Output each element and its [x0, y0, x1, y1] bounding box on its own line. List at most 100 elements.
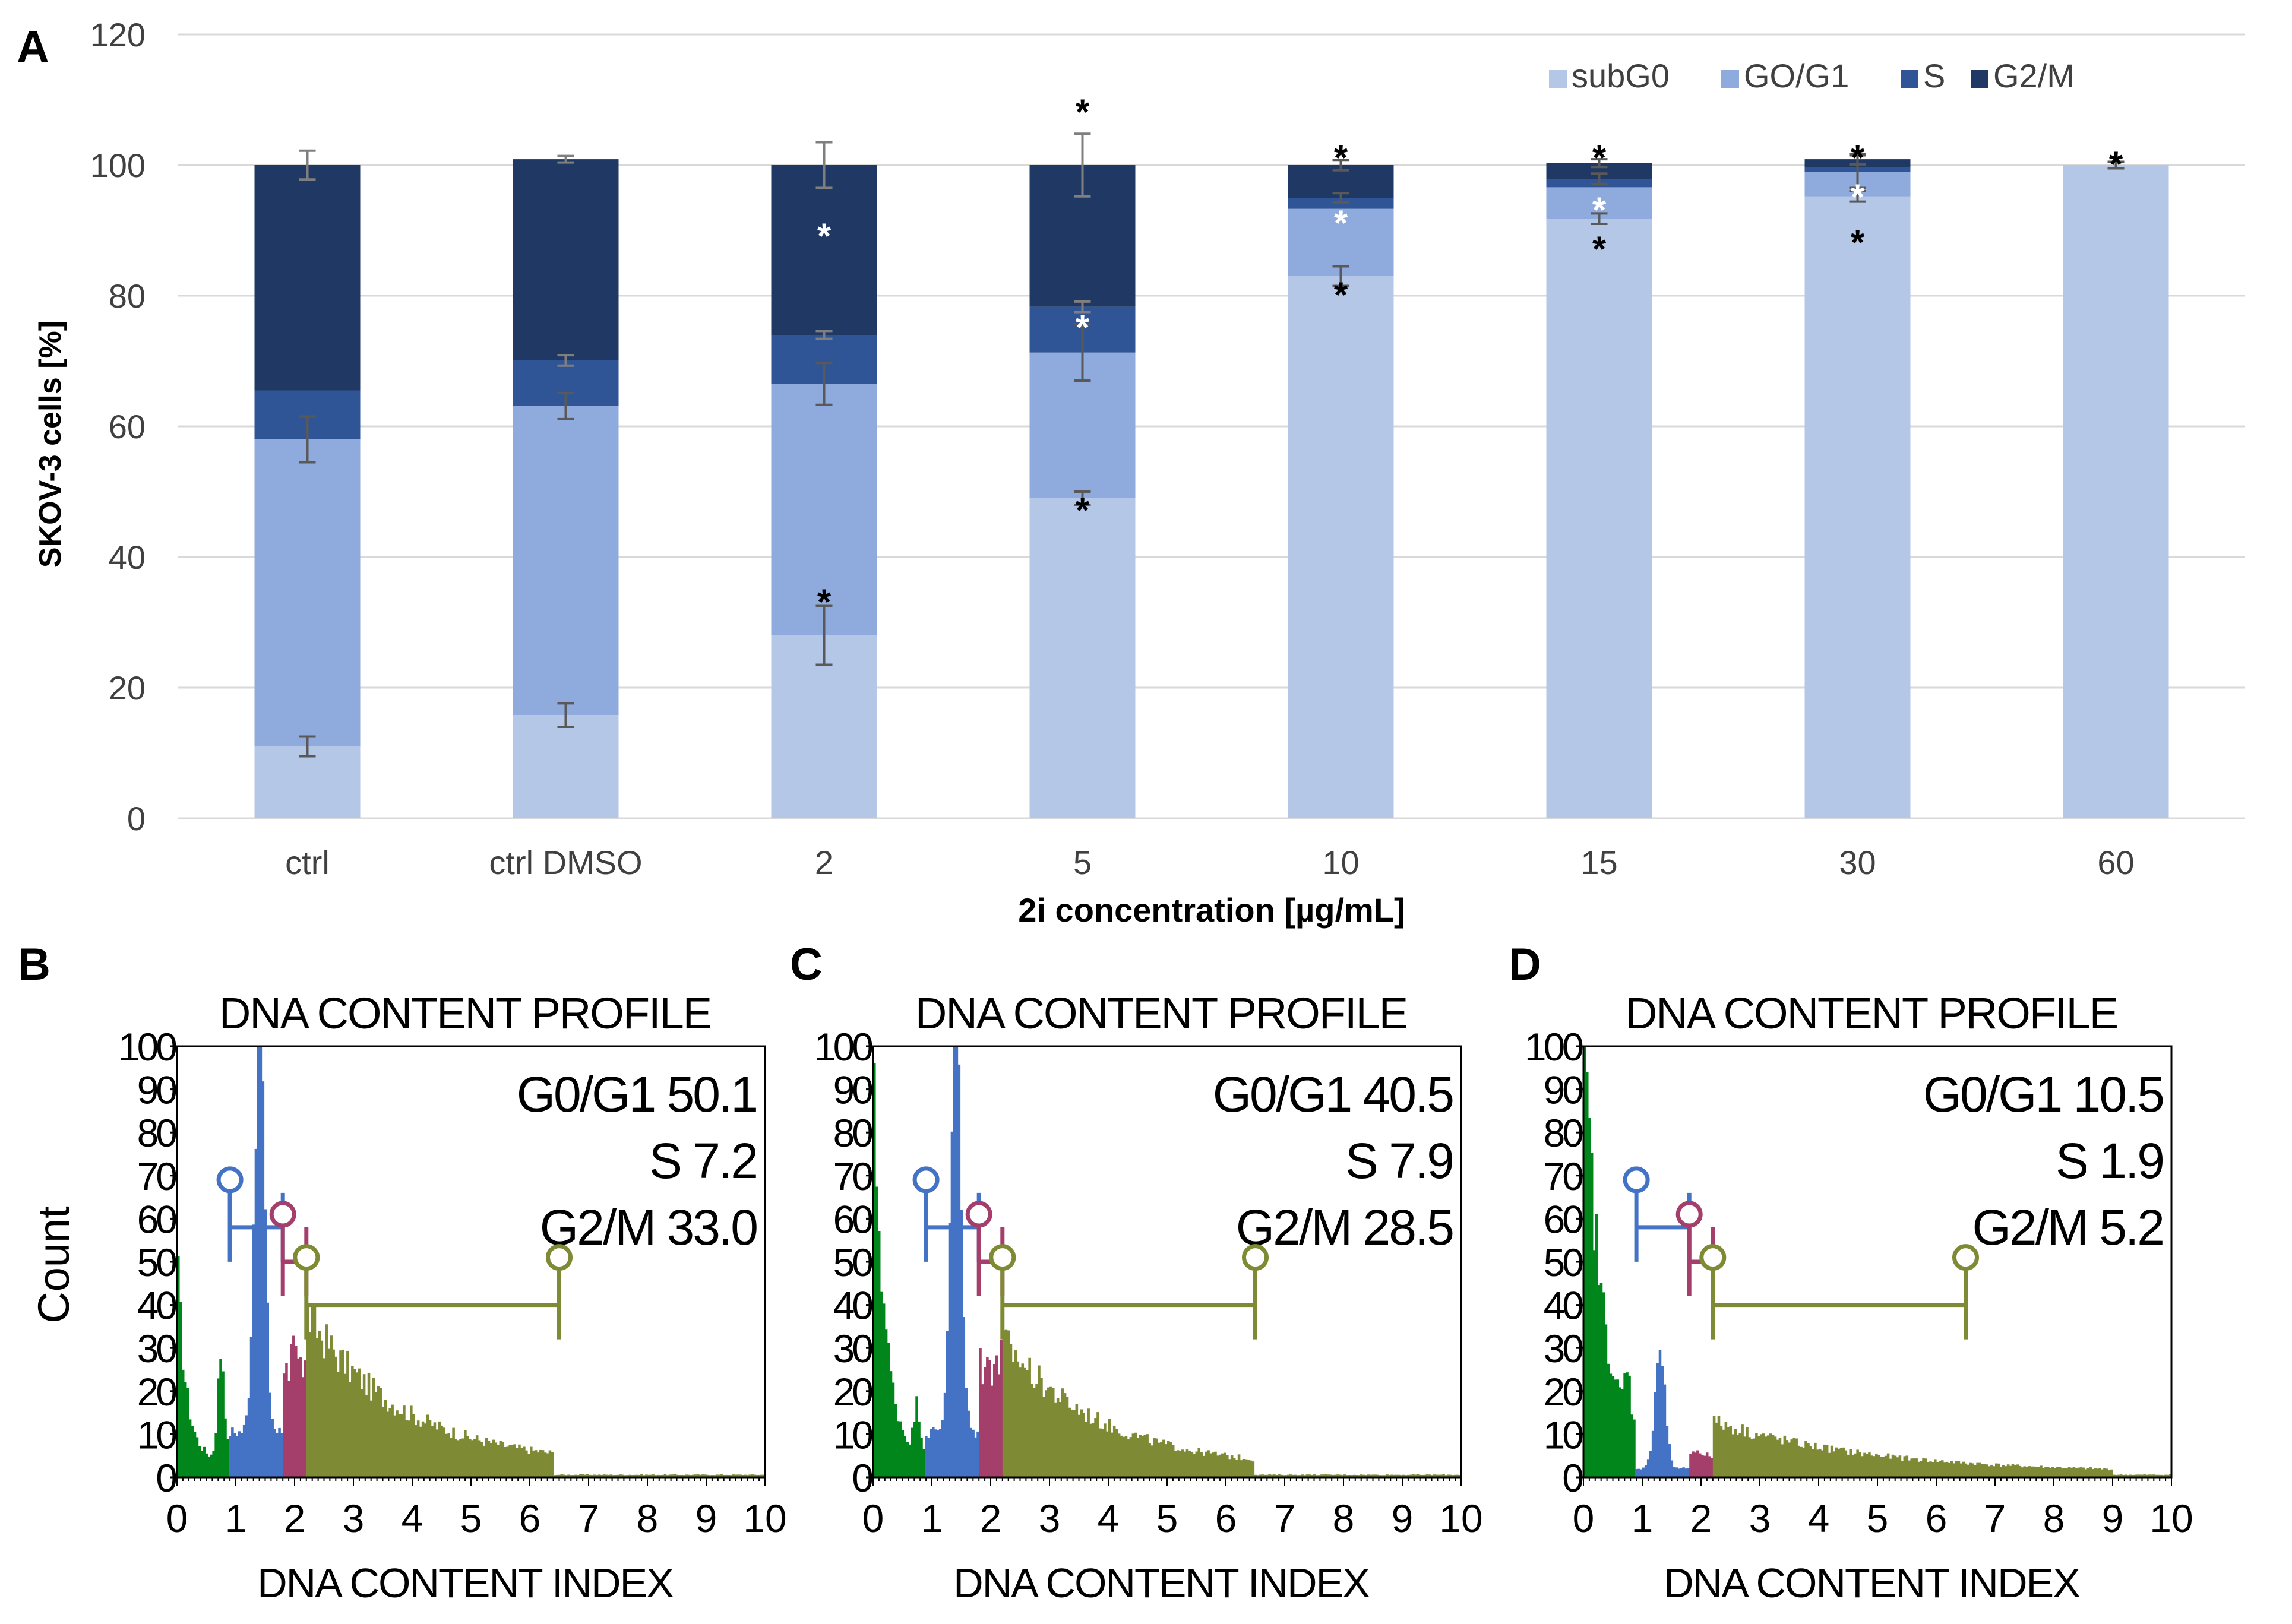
histogram-bin — [889, 1371, 893, 1477]
histogram-bin — [1908, 1460, 1911, 1477]
y-tick-label: 80 — [109, 277, 146, 315]
x-tick-label: 2 — [1690, 1496, 1712, 1540]
histogram-bin — [2108, 1470, 2111, 1477]
histogram-bin — [1719, 1426, 1723, 1477]
histogram-bin — [551, 1452, 554, 1477]
histogram-bin — [586, 1474, 589, 1477]
histogram-bin — [663, 1474, 667, 1477]
x-tick-label: 3 — [343, 1496, 365, 1540]
histogram-bin — [946, 1331, 949, 1477]
histogram-bin — [1200, 1452, 1203, 1477]
histogram-bin — [727, 1474, 731, 1477]
histogram-bin — [1844, 1450, 1848, 1477]
histogram-bin — [948, 1223, 951, 1477]
bar-subg0-7 — [2063, 165, 2169, 818]
y-tick-label: 100 — [1525, 1025, 1583, 1069]
histogram-bin — [2106, 1468, 2108, 1477]
histogram-bin — [936, 1430, 940, 1477]
histogram-bin — [231, 1427, 234, 1477]
histogram-bin — [2126, 1475, 2130, 1477]
x-tick-label: 1 — [921, 1496, 943, 1540]
histogram-bin — [600, 1474, 603, 1477]
histogram-bin — [299, 1357, 302, 1477]
histogram-bin — [1952, 1463, 1956, 1477]
histogram-bin — [1955, 1461, 1958, 1477]
histogram-bin — [2025, 1467, 2029, 1477]
histogram-bin — [710, 1475, 714, 1477]
histogram-bin — [273, 1429, 276, 1477]
histogram-bin — [1244, 1459, 1248, 1477]
histogram-bin — [1677, 1468, 1680, 1477]
histogram-bin — [200, 1451, 204, 1477]
histogram-bin — [1766, 1435, 1770, 1477]
histogram-bin — [1971, 1463, 1974, 1477]
histogram-bin — [1929, 1461, 1932, 1477]
x-tick-label: 30 — [1839, 844, 1876, 881]
histogram-bin — [2060, 1468, 2064, 1477]
histogram-bin — [1812, 1449, 1814, 1477]
histogram-bin — [1357, 1475, 1361, 1477]
histogram-bin — [1891, 1454, 1895, 1477]
histogram-bin — [482, 1445, 486, 1477]
histogram-bin — [1430, 1475, 1434, 1477]
histogram-bin — [690, 1475, 693, 1477]
histogram-bin — [1146, 1434, 1149, 1477]
histogram-bin — [1313, 1474, 1316, 1477]
histogram-bin — [1621, 1389, 1624, 1477]
histogram-bin — [1990, 1464, 1993, 1477]
histogram-bin — [943, 1392, 947, 1477]
histogram-bin — [607, 1474, 611, 1477]
histogram-bin — [1019, 1367, 1022, 1477]
g2m-gate-handle-right — [1952, 1244, 1979, 1271]
histogram-bin — [1692, 1451, 1695, 1477]
histogram-bin — [1748, 1437, 1751, 1477]
histogram-bin — [1820, 1450, 1824, 1477]
histogram-bin — [2167, 1474, 2170, 1477]
histogram-bin — [1291, 1474, 1295, 1477]
y-tick-label: 30 — [1544, 1327, 1583, 1370]
histogram-bin — [362, 1374, 366, 1477]
histogram-bin — [1301, 1474, 1304, 1477]
histogram-bin — [1016, 1361, 1020, 1477]
x-tick-label: 1 — [225, 1496, 247, 1540]
histogram-bin — [1000, 1340, 1003, 1477]
histogram-bin — [1993, 1466, 1996, 1477]
histogram-bin — [652, 1474, 655, 1477]
histogram-bin — [1155, 1438, 1158, 1477]
histogram-bin — [1106, 1431, 1109, 1477]
histogram-bin — [433, 1422, 437, 1477]
panel-label-b: B — [18, 939, 50, 990]
histogram-bin — [459, 1439, 462, 1477]
histogram-bin — [915, 1396, 918, 1477]
histogram-bin — [2054, 1468, 2057, 1477]
y-axis-title: Count — [29, 1206, 78, 1324]
g2m-gate-handle — [293, 1244, 320, 1271]
histogram-bin — [1764, 1436, 1768, 1477]
histogram-bin — [1286, 1474, 1290, 1477]
histogram-bin — [1433, 1474, 1436, 1477]
histogram-bin — [1374, 1474, 1377, 1477]
histogram-bin — [330, 1335, 333, 1477]
histogram-bin — [617, 1474, 620, 1477]
x-tick-label: 2 — [980, 1496, 1002, 1540]
x-tick-label: 4 — [402, 1496, 423, 1540]
significance-star: * — [817, 582, 832, 622]
histogram-bin — [1101, 1429, 1104, 1477]
histogram-bin — [1004, 1329, 1008, 1477]
histogram-bin — [2032, 1466, 2035, 1477]
histogram-bin — [1063, 1393, 1067, 1477]
histogram-bin — [1270, 1474, 1273, 1477]
histogram-bin — [442, 1427, 446, 1477]
significance-star: * — [1592, 190, 1607, 230]
histogram-bin — [1280, 1474, 1283, 1477]
bar-g2m-0 — [254, 165, 361, 391]
panel-label-d: D — [1509, 939, 1541, 990]
histogram-bin — [1350, 1475, 1354, 1477]
significance-star: * — [1076, 92, 1090, 132]
histogram-bin — [2096, 1468, 2099, 1477]
histogram-bin — [1414, 1474, 1417, 1477]
histogram-bin — [367, 1372, 371, 1477]
histogram-bin — [1995, 1463, 1998, 1477]
histogram-bin — [758, 1474, 761, 1477]
histogram-bin — [1047, 1387, 1050, 1477]
